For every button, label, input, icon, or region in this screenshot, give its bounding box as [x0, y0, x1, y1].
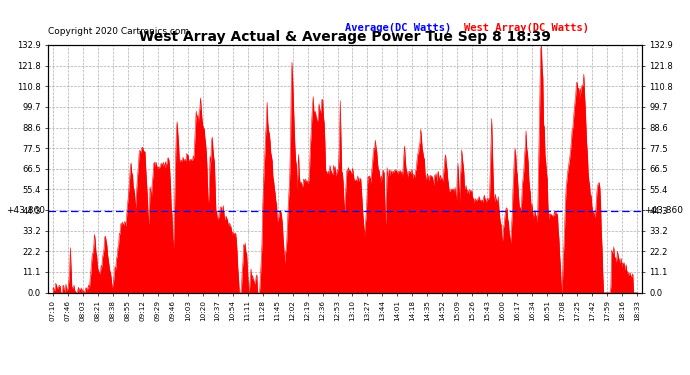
Text: West Array(DC Watts): West Array(DC Watts) [464, 23, 589, 33]
Text: +43.860: +43.860 [644, 206, 684, 215]
Text: Average(DC Watts): Average(DC Watts) [345, 23, 451, 33]
Text: +43.860: +43.860 [6, 206, 46, 215]
Text: Copyright 2020 Cartronics.com: Copyright 2020 Cartronics.com [48, 27, 190, 36]
Title: West Array Actual & Average Power Tue Sep 8 18:39: West Array Actual & Average Power Tue Se… [139, 30, 551, 44]
